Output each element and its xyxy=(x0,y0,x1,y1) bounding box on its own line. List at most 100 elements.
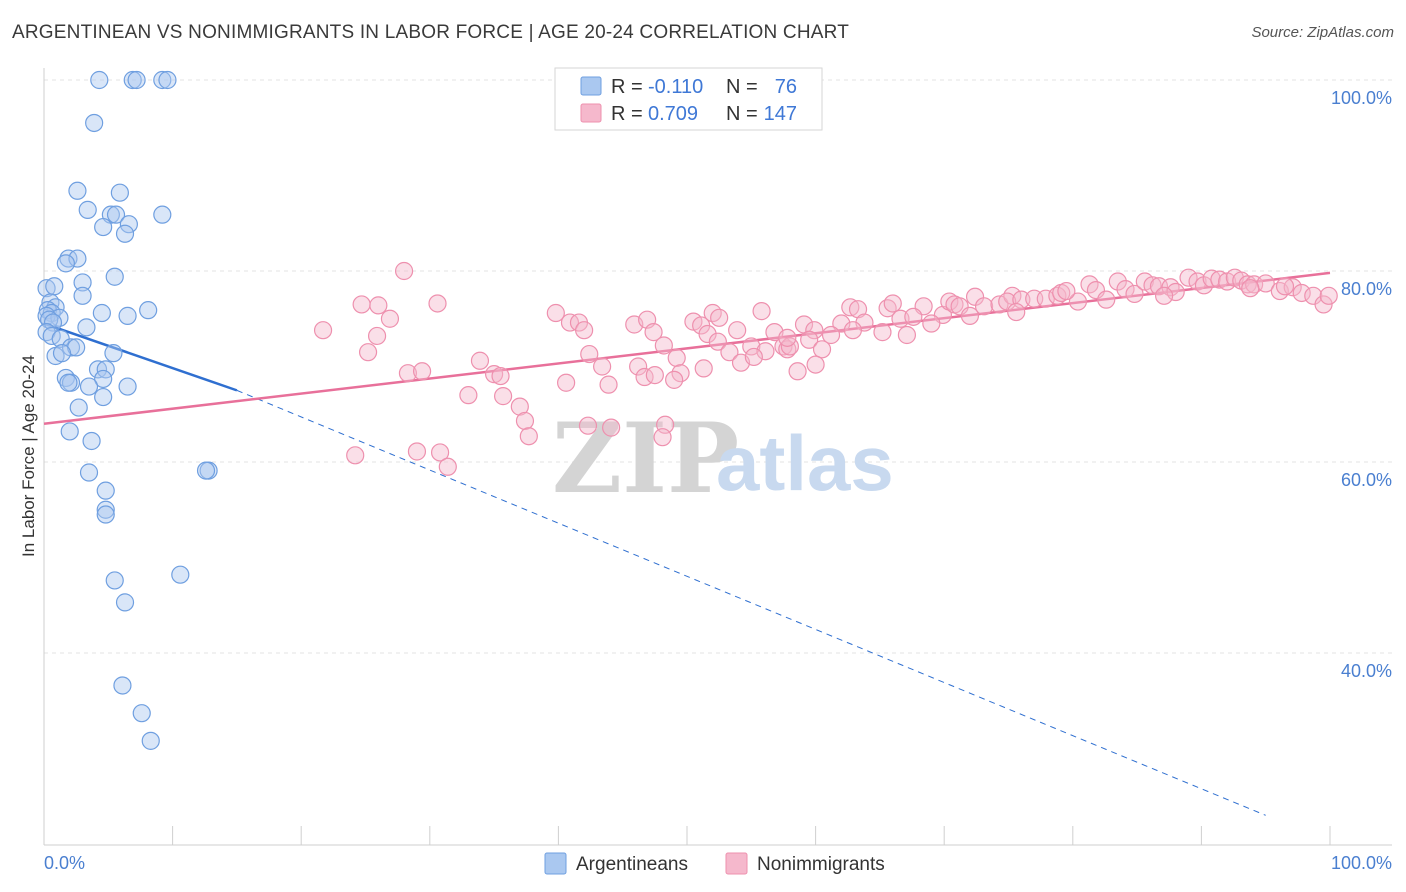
nonimmigrants-point xyxy=(557,373,576,392)
x-ticks xyxy=(43,826,1331,845)
nonimmigrants-point xyxy=(515,411,535,431)
nonimmigrants-point xyxy=(412,362,432,381)
legend-n-label-1: N = xyxy=(726,76,758,98)
nonimmigrants-point xyxy=(1292,283,1311,303)
nonimmigrants-point xyxy=(698,324,717,344)
argentineans-point xyxy=(45,277,64,296)
argentineans-point xyxy=(119,215,138,234)
argentineans-point xyxy=(90,70,109,90)
nonimmigrants-point xyxy=(922,314,941,333)
argentineans-point xyxy=(59,373,78,392)
nonimmigrants-point xyxy=(843,321,862,340)
argentineans-point xyxy=(61,338,81,357)
nonimmigrants-point xyxy=(671,364,690,383)
bottom-legend-label-nonimmigrants: Nonimmigrants xyxy=(757,854,885,875)
argentineans-point xyxy=(88,360,108,379)
nonimmigrants-point xyxy=(821,325,841,345)
nonimmigrants-point xyxy=(873,323,892,342)
argentineans-point xyxy=(73,273,92,292)
nonimmigrants-point xyxy=(602,418,621,437)
argentineans-point xyxy=(56,254,75,273)
legend-r-value-2: 0.709 xyxy=(648,103,698,125)
y-tick-label-80: 80.0% xyxy=(1341,279,1392,299)
nonimmigrants-point xyxy=(744,347,763,367)
nonimmigrants-point xyxy=(575,321,594,340)
nonimmigrants-point xyxy=(1155,286,1174,305)
nonimmigrants-point xyxy=(519,427,538,446)
argentineans-point xyxy=(92,303,111,323)
nonimmigrants-point xyxy=(1202,269,1221,288)
argentineans-point xyxy=(132,704,151,723)
nonimmigrants-point xyxy=(940,292,959,311)
nonimmigrants-point xyxy=(756,342,775,361)
nonimmigrants-point xyxy=(494,387,513,406)
nonimmigrants-point xyxy=(904,307,923,326)
nonimmigrants-point xyxy=(1057,281,1076,301)
nonimmigrants-point xyxy=(720,343,739,362)
argentineans-point xyxy=(79,463,99,482)
bottom-legend-swatch-argentineans xyxy=(544,852,567,875)
nonimmigrants-point xyxy=(407,442,427,461)
argentineans-point xyxy=(141,731,160,750)
nonimmigrants-point xyxy=(593,357,612,376)
nonimmigrants-point xyxy=(430,443,450,462)
argentineans-trend-line xyxy=(43,322,238,392)
nonimmigrants-point xyxy=(352,295,371,314)
nonimmigrants-point xyxy=(1068,292,1088,311)
nonimmigrants-point xyxy=(578,416,598,435)
nonimmigrants-point xyxy=(358,343,378,362)
argentineans-point xyxy=(77,318,96,337)
y-tick-label-100: 100.0% xyxy=(1331,88,1392,108)
nonimmigrants-point xyxy=(1166,282,1185,302)
nonimmigrants-point xyxy=(1097,290,1116,309)
legend-r-label-2: R = xyxy=(611,103,643,125)
argentineans-point xyxy=(73,286,92,305)
argentineans-point xyxy=(139,301,158,320)
nonimmigrants-point xyxy=(788,362,807,381)
legend-n-value-1: 76 xyxy=(775,76,797,98)
argentineans-point xyxy=(78,200,97,219)
nonimmigrants-point xyxy=(1241,279,1260,298)
argentineans-point xyxy=(79,377,99,396)
chart-title: ARGENTINEAN VS NONIMMIGRANTS IN LABOR FO… xyxy=(12,22,850,43)
legend-n-value-2: 147 xyxy=(764,103,797,125)
argentineans-point xyxy=(196,461,216,480)
nonimmigrants-point xyxy=(665,370,684,389)
nonimmigrants-point xyxy=(1125,284,1144,304)
argentineans-point xyxy=(123,70,142,90)
x-tick-label-100: 100.0% xyxy=(1331,853,1392,873)
argentineans-point xyxy=(127,70,146,90)
argentineans-trend-extension xyxy=(236,389,1266,816)
argentineans-point xyxy=(115,224,135,243)
argentineans-point xyxy=(68,249,87,268)
nonimmigrants-point xyxy=(629,357,648,376)
nonimmigrants-point xyxy=(1007,302,1026,322)
argentineans-point xyxy=(118,377,137,396)
argentineans-point xyxy=(106,205,126,224)
nonimmigrants-point xyxy=(346,446,365,465)
nonimmigrants-point xyxy=(974,297,994,316)
nonimmigrants-point xyxy=(710,308,729,327)
argentineans-point xyxy=(52,344,72,363)
nonimmigrants-point xyxy=(742,337,761,356)
nonimmigrants-point xyxy=(998,292,1017,311)
nonimmigrants-point xyxy=(438,457,457,476)
nonimmigrants-point xyxy=(653,428,672,447)
nonimmigrants-points xyxy=(313,261,1338,476)
legend-box: R = -0.110 N = 76 R = 0.709 N = 147 xyxy=(554,67,823,131)
nonimmigrants-point xyxy=(394,261,414,281)
nonimmigrants-point xyxy=(1143,276,1162,295)
legend-swatch-argentineans xyxy=(580,76,602,96)
nonimmigrants-point xyxy=(1283,278,1302,297)
nonimmigrants-point xyxy=(728,321,747,340)
argentineans-point xyxy=(60,422,79,441)
nonimmigrants-point xyxy=(694,359,713,378)
legend-n-label-2: N = xyxy=(726,103,758,125)
nonimmigrants-point xyxy=(806,355,825,374)
argentineans-point xyxy=(94,369,113,389)
nonimmigrants-point xyxy=(510,397,529,416)
nonimmigrants-point xyxy=(1116,280,1135,299)
nonimmigrants-point xyxy=(459,386,478,405)
argentineans-point xyxy=(96,481,115,500)
